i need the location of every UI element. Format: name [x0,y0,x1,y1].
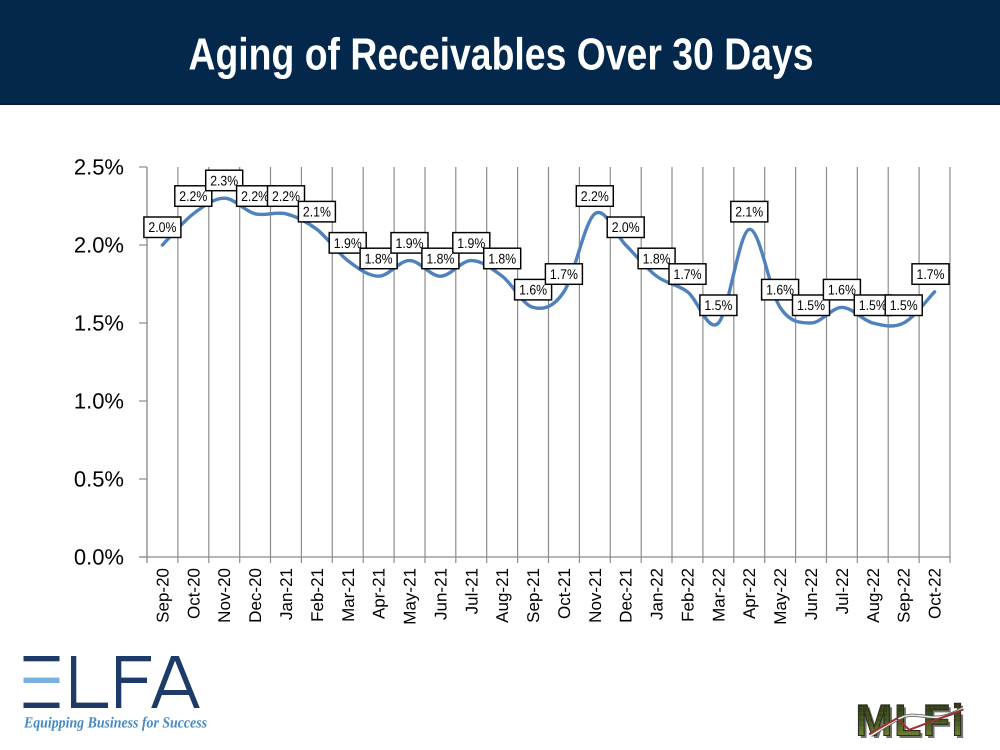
svg-text:2.2%: 2.2% [241,188,269,204]
svg-text:1.6%: 1.6% [519,282,547,298]
svg-text:Dec-21: Dec-21 [617,568,636,623]
svg-text:1.9%: 1.9% [334,235,362,251]
svg-text:Sep-21: Sep-21 [524,568,543,623]
svg-text:Equipping Business for Success: Equipping Business for Success [23,715,207,732]
svg-text:1.7%: 1.7% [550,266,578,282]
svg-text:Aug-22: Aug-22 [864,568,883,623]
svg-text:Oct-21: Oct-21 [555,568,574,619]
svg-text:0.0%: 0.0% [74,545,124,570]
svg-text:Nov-21: Nov-21 [586,568,605,623]
svg-text:Jun-22: Jun-22 [802,568,821,620]
svg-text:Oct-22: Oct-22 [926,568,945,619]
svg-text:Aug-21: Aug-21 [493,568,512,623]
svg-text:1.8%: 1.8% [488,250,516,266]
svg-text:2.2%: 2.2% [179,188,207,204]
svg-text:2.5%: 2.5% [74,155,124,180]
svg-text:1.8%: 1.8% [643,250,671,266]
svg-text:1.5%: 1.5% [704,297,732,313]
svg-text:Feb-21: Feb-21 [308,568,327,622]
svg-text:2.0%: 2.0% [148,219,176,235]
svg-text:May-22: May-22 [771,568,790,625]
svg-text:MLFi: MLFi [858,699,968,748]
svg-text:Jun-21: Jun-21 [431,568,450,620]
svg-text:1.8%: 1.8% [365,250,393,266]
svg-text:Mar-21: Mar-21 [339,568,358,622]
svg-text:Sep-22: Sep-22 [895,568,914,623]
svg-text:2.2%: 2.2% [581,188,609,204]
svg-text:1.6%: 1.6% [766,282,794,298]
svg-text:1.7%: 1.7% [917,266,945,282]
svg-text:MLFi: MLFi [856,697,966,746]
svg-text:2.1%: 2.1% [735,204,763,220]
svg-text:2.0%: 2.0% [74,233,124,258]
svg-text:1.0%: 1.0% [74,389,124,414]
svg-text:1.9%: 1.9% [457,235,485,251]
svg-text:0.5%: 0.5% [74,467,124,492]
svg-text:Apr-22: Apr-22 [740,568,759,619]
svg-text:Oct-20: Oct-20 [184,568,203,619]
svg-text:Dec-20: Dec-20 [246,568,265,623]
svg-text:1.7%: 1.7% [674,266,702,282]
svg-text:1.5%: 1.5% [797,297,825,313]
svg-text:1.8%: 1.8% [426,250,454,266]
svg-text:1.5%: 1.5% [859,297,887,313]
svg-text:Feb-22: Feb-22 [679,568,698,622]
svg-text:2.3%: 2.3% [210,172,238,188]
svg-text:1.9%: 1.9% [396,235,424,251]
svg-text:Jan-21: Jan-21 [277,568,296,620]
svg-text:Apr-21: Apr-21 [370,568,389,619]
svg-text:1.6%: 1.6% [828,282,856,298]
svg-text:Mar-22: Mar-22 [709,568,728,622]
svg-text:MLFi: MLFi [856,697,966,746]
svg-text:Jan-22: Jan-22 [648,568,667,620]
svg-text:1.5%: 1.5% [74,311,124,336]
svg-text:Jul-21: Jul-21 [462,568,481,614]
svg-text:Sep-20: Sep-20 [153,568,172,623]
svg-text:Nov-20: Nov-20 [215,568,234,623]
svg-text:Jul-22: Jul-22 [833,568,852,614]
svg-text:May-21: May-21 [401,568,420,625]
svg-text:2.1%: 2.1% [303,204,331,220]
svg-text:2.2%: 2.2% [272,188,300,204]
svg-text:1.5%: 1.5% [890,297,918,313]
svg-text:2.0%: 2.0% [612,219,640,235]
svg-text:Aging of Receivables Over 30 D: Aging of Receivables Over 30 Days [189,29,814,80]
